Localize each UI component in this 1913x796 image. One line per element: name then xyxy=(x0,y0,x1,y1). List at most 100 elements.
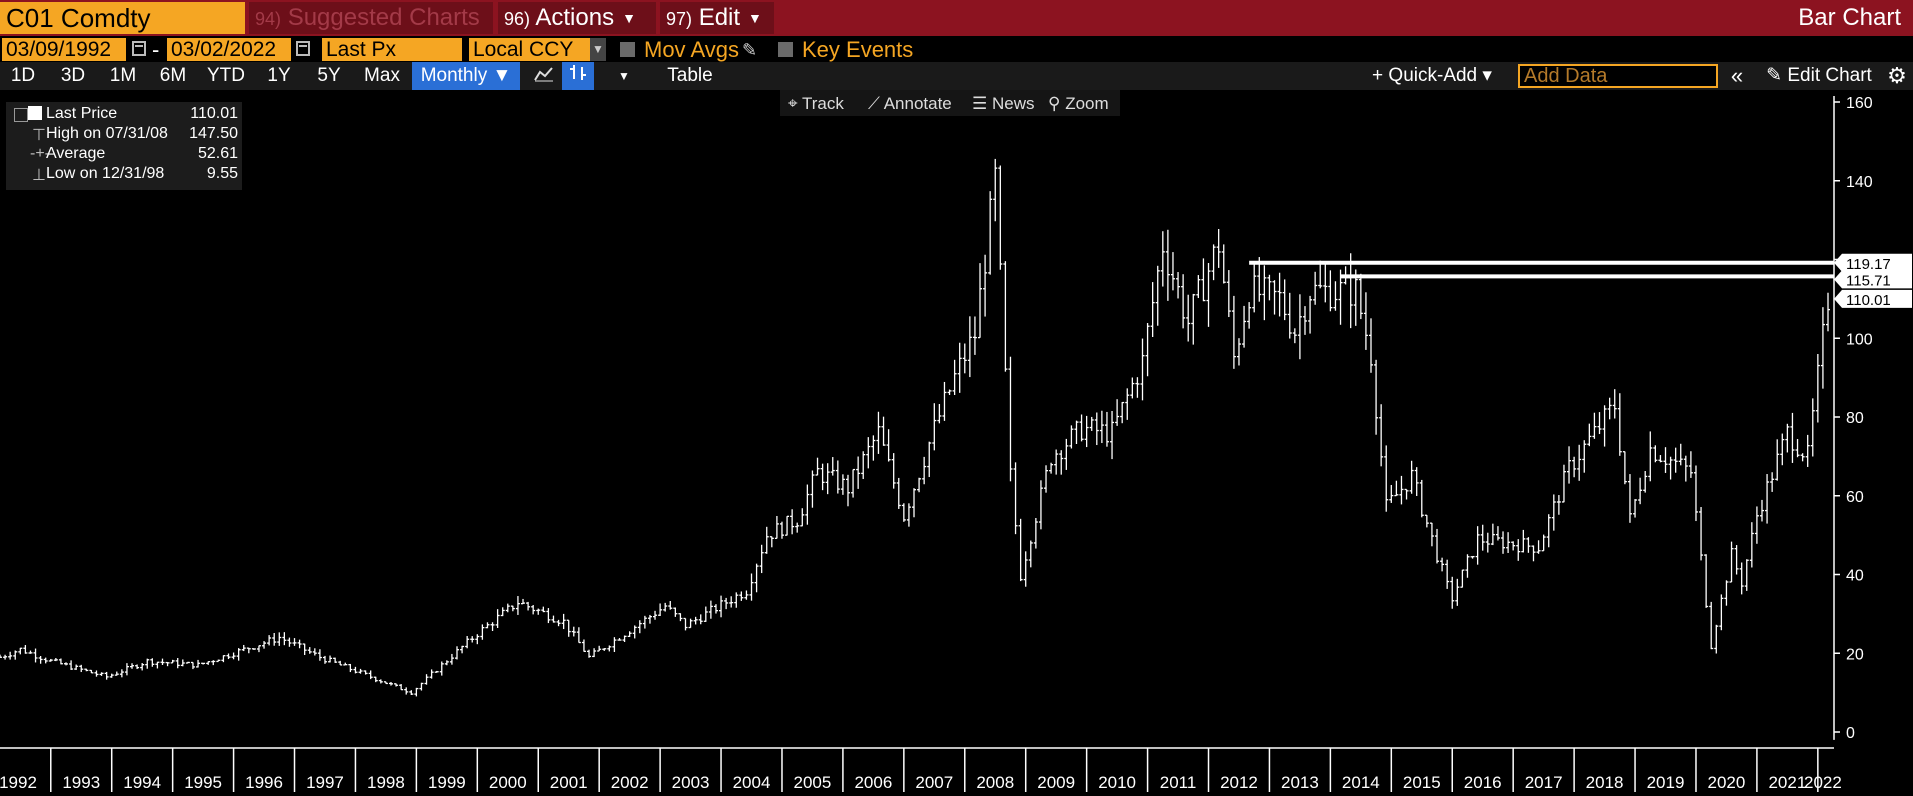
price-bar xyxy=(18,647,23,655)
annotate-button[interactable]: ⟋ Annotate xyxy=(868,92,952,116)
price-bar xyxy=(805,484,810,525)
price-bar xyxy=(587,649,592,658)
line-chart-icon[interactable] xyxy=(528,62,560,90)
x-tick-label: 2021 xyxy=(1768,773,1806,792)
price-bar xyxy=(1292,328,1297,344)
x-tick-label: 2015 xyxy=(1403,773,1441,792)
collapse-icon[interactable]: « xyxy=(1730,63,1744,88)
x-tick-label: 1999 xyxy=(428,773,466,792)
ticker-field[interactable]: C01 Comdty xyxy=(0,2,245,34)
caret-down-icon: ▼ xyxy=(748,10,762,26)
price-bar xyxy=(810,470,815,508)
price-bar xyxy=(79,664,84,673)
key-events-label[interactable]: Key Events xyxy=(802,37,914,62)
price-bar xyxy=(33,648,38,663)
price-bar xyxy=(1338,269,1343,325)
price-bar xyxy=(1054,449,1059,475)
price-bar xyxy=(1196,275,1201,299)
period-1d-button[interactable]: 1D xyxy=(10,65,36,86)
price-bar xyxy=(1617,393,1622,456)
price-bar xyxy=(8,651,13,660)
price-bar xyxy=(561,613,566,630)
calendar-icon[interactable] xyxy=(132,41,146,56)
price-bar xyxy=(53,658,58,662)
add-data-input[interactable] xyxy=(1518,64,1718,88)
period-max-button[interactable]: Max xyxy=(364,65,400,86)
bar-chart-icon[interactable] xyxy=(562,62,594,90)
price-bar xyxy=(256,645,261,653)
price-chart[interactable]: 0204060801001201401601992199319941995199… xyxy=(0,90,1913,796)
price-bar xyxy=(683,617,688,631)
calendar-icon[interactable] xyxy=(296,41,310,56)
x-tick-label: 2013 xyxy=(1281,773,1319,792)
edit-menu-button[interactable]: 97) Edit ▼ xyxy=(660,2,774,34)
actions-menu-button[interactable]: 96) Actions ▼ xyxy=(498,2,656,34)
frequency-select[interactable]: Monthly ▼ xyxy=(412,62,520,90)
y-tick-label: 140 xyxy=(1846,174,1873,191)
table-button[interactable]: Table xyxy=(667,65,713,86)
gear-icon[interactable]: ⚙ xyxy=(1887,63,1907,88)
price-bar xyxy=(145,658,150,669)
price-bar xyxy=(221,655,226,663)
price-bar xyxy=(1602,405,1607,447)
caret-down-icon: ▼ xyxy=(622,10,636,26)
mov-avgs-checkbox[interactable] xyxy=(620,42,635,57)
edit-number: 97) xyxy=(666,9,693,29)
news-button[interactable]: ☰ News xyxy=(972,92,1035,116)
price-bar xyxy=(663,602,668,612)
track-button[interactable]: ⌖ Track xyxy=(788,92,844,116)
price-bar xyxy=(1455,578,1460,606)
period-3d-button[interactable]: 3D xyxy=(60,65,86,86)
price-bar xyxy=(1104,411,1109,447)
price-bar xyxy=(363,670,368,675)
price-bar xyxy=(1313,271,1318,305)
track-label: Track xyxy=(802,94,844,113)
price-bar xyxy=(1693,465,1698,522)
zoom-button[interactable]: ⚲ Zoom xyxy=(1048,92,1109,116)
price-bar xyxy=(150,658,155,667)
start-date-field[interactable]: 03/09/1992 xyxy=(2,38,126,61)
price-bar xyxy=(1262,265,1267,321)
price-bar xyxy=(251,648,256,650)
price-bar xyxy=(653,610,658,620)
price-bar xyxy=(703,606,708,622)
currency-select[interactable]: Local CCY xyxy=(469,38,593,61)
end-date-field[interactable]: 03/02/2022 xyxy=(167,38,291,61)
price-bar xyxy=(749,573,754,601)
price-bar xyxy=(678,613,683,622)
price-bar xyxy=(922,456,927,485)
price-bar xyxy=(1699,507,1704,561)
price-bar xyxy=(531,605,536,615)
price-bar xyxy=(201,662,206,665)
pencil-icon[interactable]: ✎ xyxy=(742,40,758,60)
price-bar xyxy=(906,503,911,527)
period-1y-button[interactable]: 1Y xyxy=(267,65,291,86)
price-bar xyxy=(1460,569,1465,588)
edit-chart-button[interactable]: ✎ Edit Chart xyxy=(1766,65,1872,86)
mov-avgs-label[interactable]: Mov Avgs xyxy=(644,37,739,62)
price-bar xyxy=(388,682,393,686)
price-bar xyxy=(1744,559,1749,591)
quick-add-button[interactable]: + Quick-Add ▾ xyxy=(1372,65,1492,86)
chart-style-dropdown-icon[interactable]: ▼ xyxy=(618,69,630,83)
price-bar xyxy=(1297,294,1302,360)
price-field-select[interactable]: Last Px xyxy=(322,38,462,61)
x-tick-label: 2020 xyxy=(1708,773,1746,792)
price-bar xyxy=(155,661,160,669)
period-1m-button[interactable]: 1M xyxy=(109,65,137,86)
period-ytd-button[interactable]: YTD xyxy=(207,65,245,86)
price-bar xyxy=(1572,456,1577,478)
x-tick-label: 1996 xyxy=(245,773,283,792)
dropdown-arrow-icon[interactable]: ▼ xyxy=(590,38,606,61)
price-bar xyxy=(1587,423,1592,447)
suggested-charts-button[interactable]: 94) Suggested Charts xyxy=(249,2,493,34)
price-bar xyxy=(1023,551,1028,587)
price-bar xyxy=(1044,465,1049,493)
price-bar xyxy=(886,429,891,462)
price-bar xyxy=(957,342,962,393)
period-6m-button[interactable]: 6M xyxy=(159,65,187,86)
price-bar xyxy=(1216,228,1221,268)
period-5y-button[interactable]: 5Y xyxy=(317,65,341,86)
key-events-checkbox[interactable] xyxy=(778,42,793,57)
price-bar xyxy=(1688,451,1693,478)
